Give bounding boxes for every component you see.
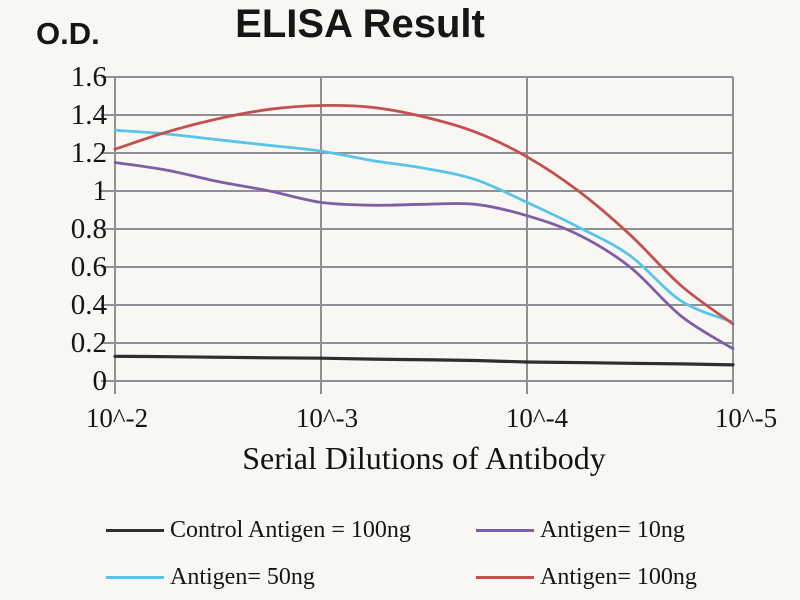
y-tick-label: 0.6	[70, 251, 107, 283]
y-tick-label: 1.6	[70, 61, 107, 93]
y-tick-label: 1.4	[70, 99, 107, 131]
chart-title: ELISA Result	[235, 2, 485, 46]
legend-line-swatch-purple	[476, 528, 534, 532]
legend-label: Antigen= 10ng	[540, 516, 685, 543]
legend-label: Antigen= 50ng	[170, 563, 315, 590]
x-tick-label: 10^-5	[714, 403, 778, 433]
legend-line-swatch-black	[106, 528, 164, 532]
series-line-1	[113, 354, 735, 367]
series-line-2	[113, 161, 735, 351]
legend-item-antigen-50ng: Antigen= 50ng	[106, 561, 476, 593]
x-tick-label: 10^-3	[295, 403, 359, 433]
series-line-4	[113, 103, 735, 326]
legend-item-antigen-10ng: Antigen= 10ng	[476, 514, 746, 546]
y-tick-label: 0.4	[70, 289, 107, 321]
legend-label: Control Antigen = 100ng	[170, 516, 411, 543]
legend: Control Antigen = 100ng Antigen= 10ng An…	[106, 514, 746, 593]
y-tick-label: 1.2	[70, 137, 107, 169]
y-tick-label: 0.8	[70, 213, 107, 245]
y-tick-label: 0.2	[70, 327, 107, 359]
legend-item-control-antigen: Control Antigen = 100ng	[106, 514, 476, 546]
x-tick-label: 10^-4	[505, 403, 569, 433]
x-tick-label: 10^-2	[85, 403, 149, 433]
y-tick-label: 1	[92, 175, 108, 207]
series-line-3	[113, 128, 735, 324]
legend-line-swatch-red	[476, 575, 534, 579]
legend-label: Antigen= 100ng	[540, 563, 697, 590]
legend-line-swatch-cyan	[106, 575, 164, 579]
y-tick-label: 0	[92, 365, 108, 397]
x-axis-title: Serial Dilutions of Antibody	[242, 440, 606, 476]
legend-item-antigen-100ng: Antigen= 100ng	[476, 561, 746, 593]
y-axis-unit-label: O.D.	[36, 16, 100, 51]
